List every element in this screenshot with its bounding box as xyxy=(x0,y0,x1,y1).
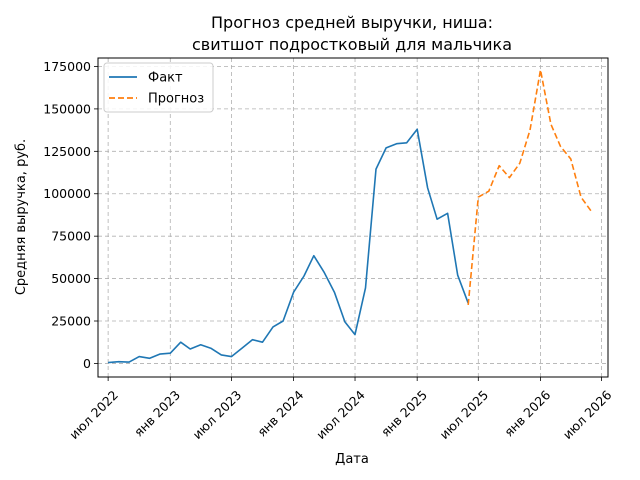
data-point-forecast xyxy=(560,145,562,147)
data-point-fact xyxy=(118,361,120,363)
data-point-fact xyxy=(200,344,202,346)
data-point-fact xyxy=(303,275,305,277)
data-point-forecast xyxy=(580,196,582,198)
y-tick-label: 125000 xyxy=(43,144,91,159)
series-line-fact xyxy=(108,128,469,364)
data-point-fact xyxy=(457,274,459,276)
data-point-fact xyxy=(180,341,182,343)
data-point-fact xyxy=(406,142,408,144)
legend-label-forecast: Прогноз xyxy=(148,92,204,107)
y-axis-label: Средняя выручка, руб. xyxy=(14,139,29,295)
y-tick-label: 25000 xyxy=(51,314,91,329)
data-point-fact xyxy=(282,320,284,322)
data-point-fact xyxy=(272,326,274,328)
data-point-forecast xyxy=(467,304,469,306)
y-axis: 0 25000 50000 75000 100000 125000 150000 175000 xyxy=(43,59,98,371)
data-point-forecast xyxy=(519,162,521,164)
y-tick-label: 0 xyxy=(83,356,91,371)
chart-title-line-2: свитшот подростковый для мальчика xyxy=(192,35,512,54)
data-point-forecast xyxy=(488,190,490,192)
y-tick-label: 100000 xyxy=(43,186,91,201)
data-point-fact xyxy=(128,361,130,363)
data-point-forecast xyxy=(498,165,500,167)
data-point-fact xyxy=(323,272,325,274)
data-point-forecast xyxy=(477,196,479,198)
data-point-fact xyxy=(149,357,151,359)
data-point-fact xyxy=(313,255,315,257)
data-point-fact xyxy=(210,347,212,349)
x-axis-label: Дата xyxy=(335,452,369,467)
data-point-fact xyxy=(354,334,356,336)
data-point-fact xyxy=(396,143,398,145)
data-point-fact xyxy=(138,356,140,358)
data-point-fact xyxy=(231,356,233,358)
data-point-fact xyxy=(293,291,295,293)
data-point-forecast xyxy=(540,69,542,71)
data-point-fact xyxy=(252,339,254,341)
data-point-forecast xyxy=(550,123,552,125)
data-point-forecast xyxy=(570,158,572,160)
data-point-fact xyxy=(344,321,346,323)
chart-title-line-1: Прогноз средней выручки, ниша: xyxy=(211,13,493,32)
y-tick-label: 150000 xyxy=(43,101,91,116)
data-point-fact xyxy=(427,187,429,189)
y-tick-label: 175000 xyxy=(43,59,91,74)
series-line-forecast xyxy=(467,69,593,305)
data-point-fact xyxy=(262,341,264,343)
plot-series xyxy=(107,69,593,364)
data-point-fact xyxy=(220,354,222,356)
grid xyxy=(98,58,608,377)
data-point-fact xyxy=(447,212,449,214)
data-point-fact xyxy=(385,147,387,149)
data-point-fact xyxy=(416,128,418,130)
data-point-fact xyxy=(241,347,243,349)
data-point-fact xyxy=(334,291,336,293)
data-point-forecast xyxy=(509,177,511,179)
legend: Факт Прогноз xyxy=(103,62,214,113)
data-point-fact xyxy=(107,362,109,364)
y-tick-label: 75000 xyxy=(51,229,91,244)
legend-box xyxy=(103,62,214,113)
data-point-fact xyxy=(375,168,377,170)
data-point-fact xyxy=(365,287,367,289)
data-point-fact xyxy=(436,218,438,220)
plot-frame xyxy=(97,57,609,378)
legend-label-fact: Факт xyxy=(148,71,183,86)
data-point-forecast xyxy=(591,211,593,213)
y-tick-label: 50000 xyxy=(51,271,91,286)
data-point-forecast xyxy=(529,129,531,131)
data-point-fact xyxy=(189,348,191,350)
data-point-fact xyxy=(159,353,161,355)
data-point-fact xyxy=(169,352,171,354)
